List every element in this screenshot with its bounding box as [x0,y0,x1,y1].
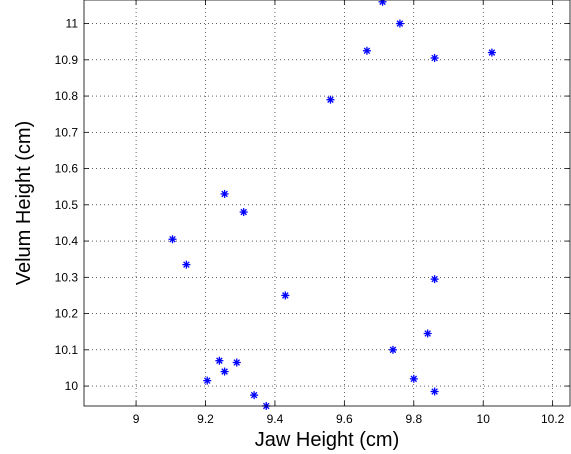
y-tick-label: 10.6 [55,162,79,176]
marker-stroke [327,96,334,103]
y-tick-label: 10.5 [55,198,79,212]
x-tick-label: 10 [477,412,491,426]
data-point [430,275,439,284]
x-tick-label: 10.2 [541,412,565,426]
data-point [362,46,371,55]
marker-stroke [221,368,228,375]
data-point [388,345,397,354]
marker-stroke [396,20,404,27]
x-tick-labels: 9 9.2 9.4 9.6 9.8 10 10.2 [133,412,565,426]
data-point [220,367,229,376]
data-point [430,54,439,62]
data-point [395,19,404,28]
y-tick-label: 10 [65,379,79,393]
y-tick-label: 10.9 [55,53,79,67]
data-point [423,329,432,338]
data-point [220,189,229,198]
marker-stroke [221,190,228,198]
y-tick-label: 11 [66,17,79,31]
marker-stroke [431,54,438,62]
y-tick-label: 10.8 [55,89,79,103]
marker-stroke [250,391,258,399]
axis-ticks [84,0,570,406]
marker-stroke [233,359,241,366]
plot-frame [83,0,571,407]
x-tick-label: 9.2 [197,412,214,426]
marker-stroke [379,0,386,6]
data-point [232,358,241,367]
x-tick-label: 9 [133,412,140,426]
x-axis-label: Jaw Height (cm) [255,429,399,451]
y-tick-label: 10.7 [55,125,79,139]
data-point [239,208,248,217]
marker-stroke [488,49,496,56]
x-tick-label: 9.4 [267,412,284,426]
data-point [215,356,224,365]
data-point [487,48,496,57]
data-point [430,387,439,396]
marker-stroke [169,235,176,243]
marker-stroke [410,375,418,383]
data-point [168,235,177,244]
x-tick-label: 9.8 [405,412,422,426]
marker-stroke [431,275,438,283]
marker-stroke [216,357,223,364]
grid-lines [84,0,570,406]
y-tick-label: 10.3 [55,270,79,284]
marker-stroke [240,208,247,216]
data-point [281,291,290,300]
marker-stroke [183,261,190,268]
data-point [378,0,387,6]
marker-stroke [363,47,371,55]
data-point [409,374,418,383]
data-point [182,260,191,269]
y-tick-label: 10.4 [55,234,79,248]
marker-stroke [389,346,397,354]
data-point [326,95,335,104]
data-point [203,376,212,385]
x-tick-label: 9.6 [336,412,353,426]
y-axis-label: Velum Height (cm) [13,121,35,286]
marker-stroke [431,388,438,395]
y-tick-label: 10.2 [55,307,79,321]
marker-stroke [424,330,431,337]
data-point [250,391,259,400]
y-tick-labels: 10 10.1 10.2 10.3 10.4 10.5 10.6 10.7 10.8 10.9 11 [55,17,79,394]
marker-stroke [203,377,211,384]
marker-stroke [282,292,289,299]
y-tick-label: 10.1 [55,343,79,357]
